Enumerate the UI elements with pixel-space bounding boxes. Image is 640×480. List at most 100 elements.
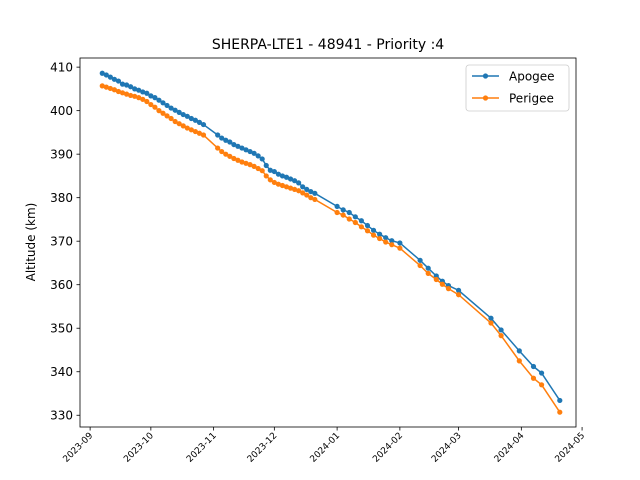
y-tick-label: 410: [50, 60, 73, 74]
data-point: [251, 150, 257, 156]
data-point: [334, 209, 340, 216]
data-point: [312, 190, 318, 196]
data-point: [215, 132, 221, 138]
data-point: [498, 333, 504, 339]
data-point: [115, 78, 122, 84]
data-point: [235, 143, 241, 149]
legend-label: Perigee: [509, 91, 554, 105]
y-tick-label: 380: [50, 191, 73, 205]
data-point: [279, 173, 286, 179]
data-point: [370, 232, 377, 238]
data-point: [397, 240, 403, 246]
data-point: [128, 84, 134, 90]
data-point: [439, 281, 445, 287]
legend-marker: [482, 95, 489, 101]
data-point: [259, 168, 265, 174]
data-point: [352, 214, 358, 220]
data-point: [132, 93, 138, 99]
data-point: [160, 110, 166, 116]
data-point: [140, 89, 146, 95]
data-point: [296, 180, 302, 186]
data-point: [148, 93, 154, 99]
data-point: [417, 257, 423, 263]
data-point: [152, 104, 158, 110]
data-point: [346, 209, 352, 216]
data-point: [231, 141, 237, 148]
data-point: [304, 186, 310, 193]
data-point: [144, 98, 150, 105]
y-tick-label: 350: [50, 322, 73, 336]
data-point: [364, 228, 371, 234]
data-point: [180, 123, 186, 129]
data-point: [243, 147, 249, 153]
data-point: [239, 145, 245, 151]
data-point: [308, 188, 314, 195]
data-point: [227, 153, 233, 159]
y-tick-label: 370: [50, 234, 73, 248]
data-point: [188, 115, 194, 122]
data-point: [445, 286, 452, 292]
data-point: [271, 179, 277, 186]
data-point: [267, 167, 273, 173]
y-tick-label: 400: [50, 104, 73, 118]
data-point: [455, 292, 462, 298]
legend-marker: [482, 73, 489, 79]
data-point: [123, 91, 130, 97]
data-point: [243, 160, 249, 166]
data-point: [267, 177, 273, 183]
data-point: [192, 117, 198, 123]
data-point: [196, 130, 203, 136]
data-point: [389, 238, 395, 244]
legend-label: Apogee: [509, 69, 555, 83]
data-point: [530, 375, 537, 381]
data-point: [144, 90, 150, 96]
data-point: [235, 157, 241, 163]
data-point: [377, 235, 383, 242]
data-point: [200, 121, 207, 128]
data-point: [455, 287, 462, 293]
data-point: [275, 181, 281, 187]
data-point: [279, 182, 286, 189]
data-point: [107, 74, 113, 80]
data-point: [184, 113, 190, 119]
data-point: [358, 224, 364, 230]
data-point: [300, 184, 306, 190]
data-point: [223, 137, 229, 143]
data-point: [263, 173, 269, 179]
data-point: [231, 155, 237, 162]
data-point: [107, 85, 113, 92]
data-point: [358, 218, 364, 224]
series-perigee: [99, 83, 563, 415]
data-point: [247, 148, 253, 155]
data-point: [172, 118, 178, 125]
y-axis-label: Altitude (km): [24, 203, 38, 282]
data-point: [417, 262, 423, 269]
data-point: [538, 382, 545, 388]
data-point: [397, 245, 403, 251]
data-point: [176, 121, 182, 127]
data-point: [283, 184, 290, 190]
data-point: [557, 397, 563, 404]
data-point: [312, 196, 318, 203]
data-point: [176, 109, 182, 115]
data-point: [219, 135, 225, 141]
data-point: [156, 108, 162, 114]
data-point: [180, 111, 186, 118]
data-point: [557, 409, 563, 415]
data-point: [271, 168, 277, 175]
data-point: [136, 87, 142, 93]
y-tick-label: 360: [50, 278, 73, 292]
y-tick-label: 340: [50, 365, 73, 379]
data-point: [188, 127, 194, 133]
data-point: [346, 216, 352, 222]
data-point: [223, 151, 229, 157]
data-point: [275, 171, 281, 177]
data-point: [172, 107, 178, 113]
data-point: [538, 370, 545, 376]
data-point: [352, 219, 358, 226]
data-point: [300, 190, 306, 196]
data-point: [383, 239, 389, 245]
data-point: [364, 222, 371, 229]
data-point: [200, 132, 207, 138]
data-point: [292, 186, 298, 193]
